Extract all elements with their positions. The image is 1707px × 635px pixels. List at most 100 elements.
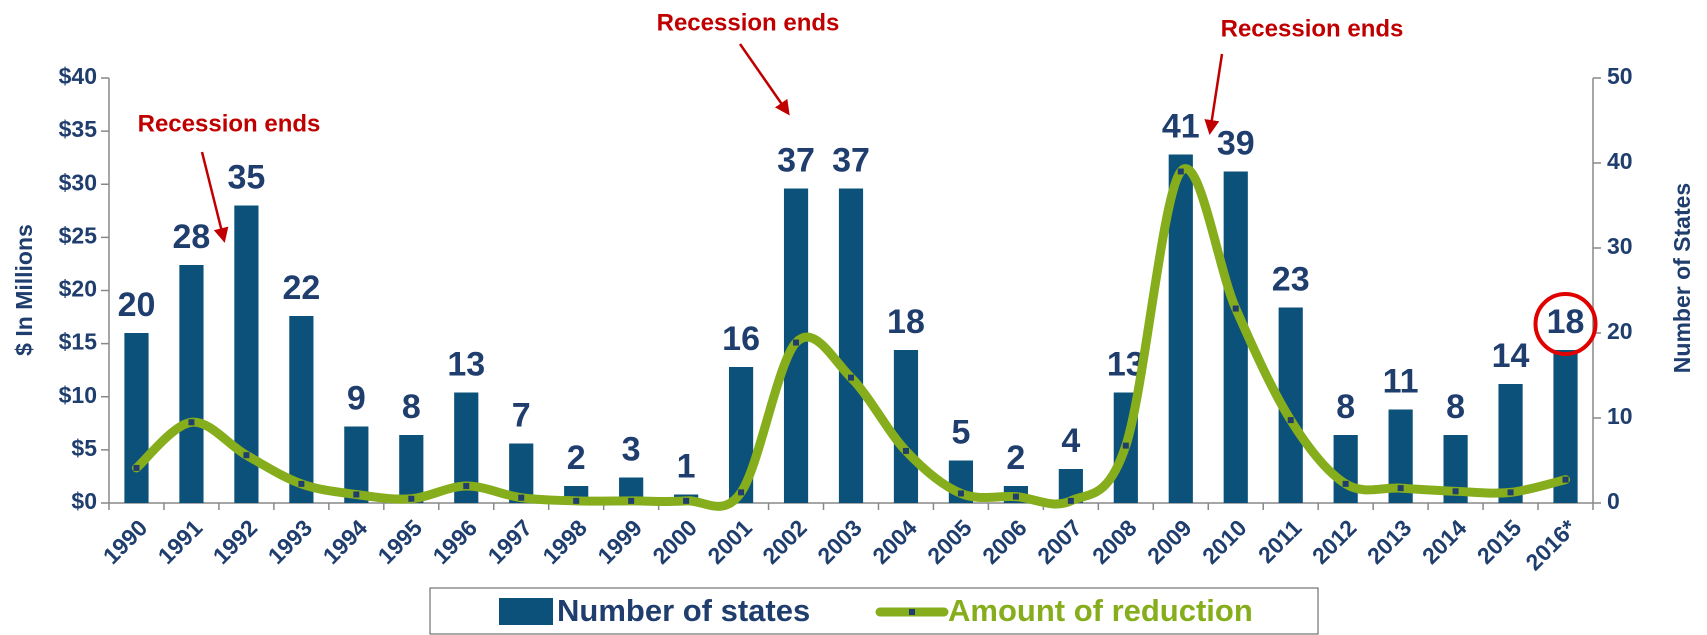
- line-marker: [573, 497, 580, 504]
- y2-tick-label: 10: [1607, 403, 1633, 429]
- x-tick-label: 2004: [867, 514, 922, 569]
- x-tick-label: 1992: [208, 514, 263, 569]
- line-marker: [1507, 489, 1514, 496]
- value-label: 14: [1492, 337, 1530, 375]
- legend-label: Number of states: [557, 593, 810, 628]
- x-tick-label: 2002: [757, 514, 812, 569]
- value-label: 13: [447, 345, 485, 383]
- legend-label: Amount of reduction: [948, 593, 1253, 628]
- value-label: 7: [512, 396, 531, 434]
- y-tick-label: $10: [59, 382, 97, 408]
- value-label: 11: [1383, 362, 1419, 400]
- value-label: 23: [1272, 260, 1310, 298]
- annotation-arrow: [738, 43, 790, 116]
- y-tick-label: $40: [59, 63, 97, 89]
- line-marker: [848, 374, 854, 381]
- x-tick-label: 1991: [153, 514, 208, 569]
- line-marker: [408, 495, 415, 502]
- line-marker: [1452, 488, 1459, 495]
- bar: [893, 350, 919, 503]
- x-tick-label: 2007: [1032, 514, 1087, 569]
- value-label: 2: [567, 439, 586, 477]
- x-tick-label: 2003: [812, 514, 867, 569]
- line-marker: [957, 490, 964, 497]
- x-tick-label: 2016*: [1520, 514, 1581, 575]
- line-marker: [1562, 476, 1569, 483]
- value-label: 2: [1006, 439, 1025, 477]
- x-tick-label: 1998: [537, 514, 592, 569]
- y-tick-label: $5: [71, 435, 97, 461]
- annotation: Recession ends: [1221, 15, 1404, 42]
- x-tick-label: 2006: [977, 514, 1032, 569]
- x-tick-label: 2014: [1417, 514, 1472, 569]
- x-tick-label: 1993: [263, 514, 318, 569]
- value-label: 8: [402, 388, 421, 426]
- line-marker: [1342, 480, 1349, 487]
- x-tick-label: 2011: [1253, 514, 1307, 568]
- value-label: 37: [832, 141, 870, 179]
- annotation: Recession ends: [657, 9, 840, 36]
- y-tick-label: $0: [71, 488, 97, 514]
- y2-axis-title: Number of States: [1669, 183, 1695, 373]
- line-marker: [738, 489, 745, 496]
- line-marker: [188, 419, 195, 426]
- annotation: Recession ends: [138, 110, 321, 137]
- line-marker: [1122, 442, 1129, 449]
- y-tick-label: $15: [59, 329, 98, 355]
- y-tick-label: $35: [59, 116, 98, 142]
- x-tick-label: 2015: [1472, 514, 1527, 569]
- x-tick-label: 2001: [702, 514, 757, 569]
- line-marker: [1177, 168, 1184, 175]
- x-tick-label: 2008: [1087, 514, 1142, 569]
- value-label: 9: [347, 379, 366, 417]
- value-label: 8: [1336, 388, 1355, 426]
- value-label: 3: [622, 430, 641, 468]
- value-label: 18: [1547, 303, 1585, 341]
- value-label: 8: [1446, 388, 1465, 426]
- legend-swatch: [499, 598, 553, 625]
- value-label: 28: [173, 218, 211, 256]
- bar: [1168, 154, 1193, 503]
- y-tick-label: $20: [59, 276, 97, 302]
- annotation-arrow: [1204, 53, 1224, 135]
- y-axis-title: $ In Millions: [11, 224, 37, 356]
- line-marker: [1232, 305, 1239, 312]
- x-tick-label: 1996: [428, 514, 483, 569]
- x-tick-label: 1997: [482, 514, 537, 569]
- bar: [1498, 384, 1523, 503]
- value-label: 5: [951, 413, 970, 451]
- value-label: 41: [1162, 107, 1200, 145]
- line-marker: [1287, 417, 1294, 424]
- x-tick-label: 2009: [1142, 514, 1197, 569]
- line-marker: [793, 339, 800, 346]
- bar: [179, 265, 204, 503]
- x-tick-label: 2005: [922, 514, 977, 569]
- bar: [399, 435, 424, 503]
- y2-tick-label: 40: [1607, 148, 1633, 174]
- x-tick-label: 1999: [592, 514, 647, 569]
- line-marker: [628, 497, 635, 504]
- value-label: 16: [722, 320, 760, 358]
- line-marker: [353, 491, 360, 498]
- line-marker: [243, 452, 250, 459]
- line-marker: [518, 494, 525, 501]
- y2-tick-label: 20: [1607, 318, 1633, 344]
- x-tick-label: 2000: [647, 514, 702, 569]
- annotation-arrow: [200, 151, 229, 243]
- legend-marker: [909, 609, 915, 615]
- bar: [124, 333, 149, 503]
- bar: [838, 188, 864, 503]
- y2-tick-label: 50: [1607, 63, 1633, 89]
- legend-box: [429, 587, 1319, 635]
- value-label: 22: [282, 269, 320, 307]
- value-label: 20: [118, 286, 156, 324]
- value-label: 4: [1061, 422, 1080, 460]
- x-tick-label: 2010: [1197, 514, 1252, 569]
- value-label: 18: [887, 303, 925, 341]
- y-tick-label: $30: [59, 169, 97, 195]
- y2-tick-label: 30: [1607, 233, 1633, 259]
- highlight-circle: [1533, 292, 1598, 356]
- x-tick-label: 1994: [318, 514, 373, 569]
- value-label: 35: [227, 158, 265, 196]
- y2-tick-label: 0: [1607, 488, 1620, 514]
